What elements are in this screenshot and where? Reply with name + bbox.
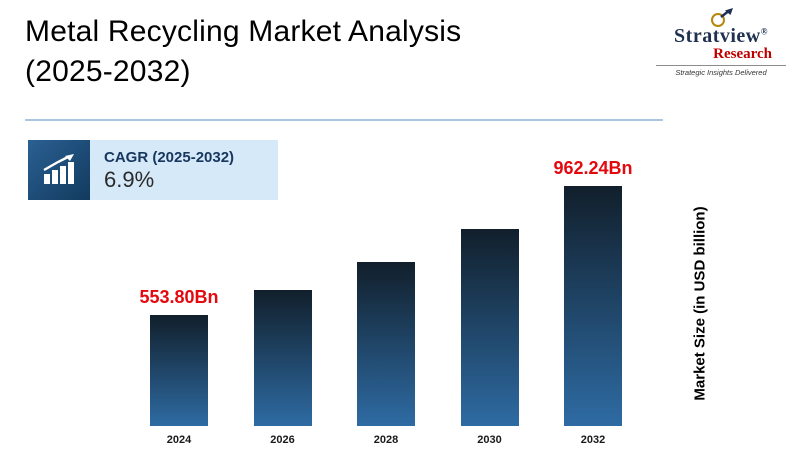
title-divider [25, 119, 663, 121]
bar [253, 290, 312, 426]
logo-arrow-icon [711, 8, 733, 27]
page-title-line2: (2025-2032) [25, 54, 191, 88]
x-axis-label: 2026 [270, 434, 295, 446]
x-axis-label: 2030 [477, 434, 502, 446]
bar [564, 186, 622, 426]
bar-value-label: 962.24Bn [553, 158, 633, 178]
bar-value-label: 553.80Bn [139, 287, 219, 307]
registered-mark: ® [760, 26, 768, 37]
page-title: Metal Recycling Market Analysis (2025-20… [25, 12, 461, 92]
bar-chart: 553.80Bn 2024 2026 2028 2030 962.24Bn 2032 [139, 155, 632, 448]
logo-name-text: Stratview [674, 25, 761, 47]
cagr-label: CAGR (2025-2032) [104, 148, 235, 166]
bar-group: 2028 [357, 231, 415, 448]
x-axis-label: 2028 [373, 434, 399, 446]
bar-group: 2030 [460, 198, 519, 448]
bar [357, 262, 415, 426]
cagr-badge: CAGR (2025-2032) 6.9% [28, 140, 278, 200]
bars: 553.80Bn 2024 2026 2028 2030 962.24Bn 2032 [139, 155, 632, 448]
logo-name: Stratview® [656, 26, 786, 46]
bar-group: 962.24Bn 2032 [553, 155, 632, 448]
logo-subname: Research [713, 46, 772, 62]
bar [150, 315, 208, 426]
x-axis-label: 2032 [580, 434, 606, 446]
bar [460, 229, 519, 426]
cagr-chart-icon [28, 140, 90, 200]
bar-group: 2026 [253, 259, 312, 448]
page-title-line1: Metal Recycling Market Analysis [25, 15, 462, 48]
cagr-value: 6.9% [104, 166, 155, 192]
cagr-text-panel: CAGR (2025-2032) 6.9% [90, 140, 278, 200]
x-axis-label: 2024 [166, 434, 192, 446]
bar-group: 553.80Bn 2024 [139, 284, 218, 448]
y-axis-label: Market Size (in USD billion) [691, 206, 709, 401]
logo-tagline: Strategic Insights Delivered [656, 64, 786, 77]
logo: Stratview® Research Strategic Insights D… [656, 8, 786, 77]
